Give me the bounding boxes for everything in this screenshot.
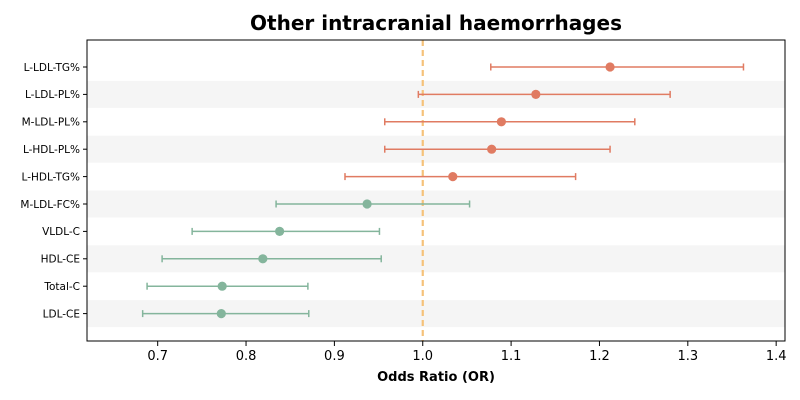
- x-tick-label: 0.8: [236, 349, 257, 364]
- x-tick-label: 1.1: [501, 349, 522, 364]
- y-tick-label: LDL-CE: [43, 308, 80, 320]
- y-tick-label: VLDL-C: [42, 226, 80, 238]
- point-estimate: [496, 117, 506, 127]
- x-axis-label: Odds Ratio (OR): [377, 370, 495, 385]
- data-marks: [141, 62, 745, 319]
- y-tick-label: HDL-CE: [41, 254, 80, 266]
- y-axis: L-LDL-TG% L-LDL-PL% M-LDL-PL% L-HDL-PL% L-HD…: [20, 62, 87, 320]
- point-estimate: [362, 199, 372, 209]
- y-tick-label: L-HDL-TG%: [22, 171, 80, 183]
- y-tick-label: L-LDL-PL%: [25, 89, 80, 101]
- y-tick-label: M-LDL-PL%: [22, 117, 80, 129]
- point-estimate: [531, 89, 541, 99]
- y-tick-label: L-HDL-PL%: [23, 144, 80, 156]
- x-tick-label: 0.9: [324, 349, 345, 364]
- chart-title: Other intracranial haemorrhages: [250, 11, 622, 35]
- x-tick-label: 1.4: [766, 349, 787, 364]
- y-tick-label: L-LDL-TG%: [24, 62, 80, 74]
- y-tick-label: M-LDL-FC%: [20, 199, 80, 211]
- y-tick-label: Total-C: [43, 281, 80, 293]
- point-estimate: [275, 226, 285, 236]
- point-estimate: [217, 281, 227, 291]
- x-tick-label: 1.0: [412, 349, 433, 364]
- x-tick-label: 1.3: [677, 349, 698, 364]
- point-estimate: [605, 62, 615, 72]
- point-estimate: [216, 309, 226, 319]
- plot-frame: [86, 39, 786, 342]
- x-tick-label: 0.7: [147, 349, 168, 364]
- x-tick-label: 1.2: [589, 349, 610, 364]
- point-estimate: [448, 172, 458, 182]
- point-estimate: [487, 144, 497, 154]
- x-axis: 0.7 0.8 0.9 1.0 1.1 1.2 1.3 1.4: [147, 341, 787, 364]
- point-estimate: [258, 254, 268, 264]
